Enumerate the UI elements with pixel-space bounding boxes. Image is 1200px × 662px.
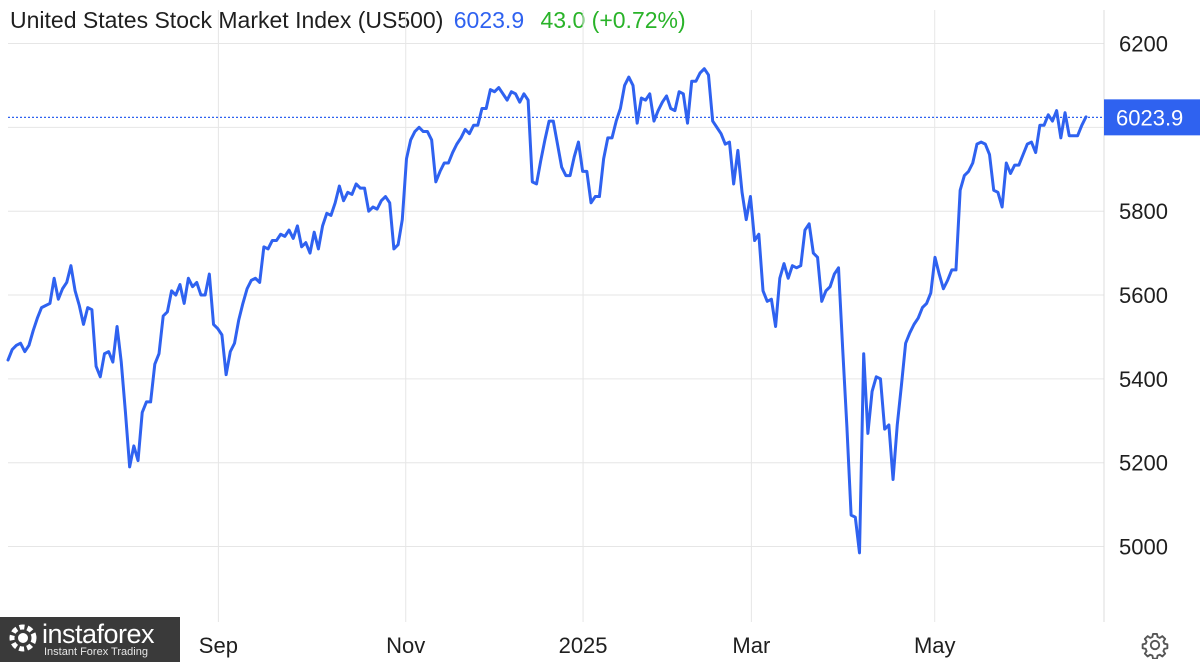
instaforex-logo: instaforex Instant Forex Trading xyxy=(0,617,180,662)
y-gridlines xyxy=(8,43,1104,548)
gear-icon[interactable] xyxy=(1141,631,1169,659)
x-tick-label: Mar xyxy=(732,633,770,658)
x-tick-label: Nov xyxy=(386,633,425,658)
logo-tagline: Instant Forex Trading xyxy=(44,646,148,658)
last-price-tag: 6023.9 xyxy=(1104,99,1200,136)
y-axis-labels: 5000 5200 5400 5600 5800 6200 xyxy=(1119,32,1168,560)
y-tick-label: 5600 xyxy=(1119,283,1168,308)
y-tick-label: 5200 xyxy=(1119,451,1168,476)
price-change: 43.0 (+0.72%) xyxy=(540,7,686,33)
y-tick-label: 6200 xyxy=(1119,32,1168,57)
x-tick-label: Sep xyxy=(199,633,238,658)
y-tick-label: 5400 xyxy=(1119,367,1168,392)
x-tick-label: 2025 xyxy=(559,633,608,658)
gear-logo-icon xyxy=(9,624,37,652)
current-price: 6023.9 xyxy=(453,7,525,33)
chart-title: United States Stock Market Index (US500)… xyxy=(10,5,686,35)
series-line-us500 xyxy=(6,67,1088,555)
logo-name: instaforex xyxy=(42,619,155,649)
x-tick-label: May xyxy=(914,633,956,658)
last-price-tag-bg xyxy=(1104,99,1200,136)
index-name: United States Stock Market Index (US500) xyxy=(10,7,444,33)
x-gridlines xyxy=(217,10,936,622)
y-tick-label: 5000 xyxy=(1119,535,1168,560)
last-price-tag-label: 6023.9 xyxy=(1116,105,1183,130)
y-tick-label: 5800 xyxy=(1119,199,1168,224)
x-axis-labels: Sep Nov 2025 Mar May xyxy=(199,633,956,658)
